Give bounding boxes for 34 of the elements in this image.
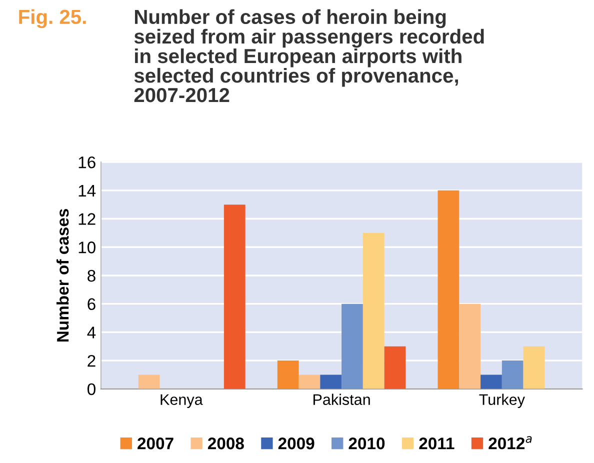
y-tick-label: 12 <box>78 213 96 225</box>
y-tick-label: 0 <box>88 383 96 396</box>
bar <box>138 374 160 389</box>
caption: Fig. 25. <box>19 9 86 28</box>
x-tick-label: Turkey <box>479 394 525 408</box>
bar <box>362 232 384 389</box>
bar <box>459 304 481 389</box>
legend-label: 2011 <box>419 438 454 450</box>
legend-label: 2010 <box>348 438 385 450</box>
y-tick-label: 8 <box>88 270 96 282</box>
bar <box>523 346 545 389</box>
bar <box>224 204 246 389</box>
bar <box>480 374 502 389</box>
bar <box>320 374 342 389</box>
legend-label: 2009 <box>278 438 314 450</box>
bar <box>502 360 524 389</box>
chart-title: Number of cases of heroin being seized from air passengers recorded in selected European airports with selected countries of provenance, 2007-2012 <box>134 9 484 102</box>
bar <box>384 346 406 389</box>
x-tick-label: Pakistan <box>314 394 370 406</box>
x-tick-label: Kenya <box>160 394 203 408</box>
bar <box>298 374 320 389</box>
legend-label: 2012$^{a}$ <box>488 436 532 450</box>
y-tick-label: 6 <box>88 298 96 310</box>
legend-label: 2007 <box>138 438 174 450</box>
y-tick-label: 2 <box>88 354 96 367</box>
bar <box>342 304 363 389</box>
bar <box>438 190 460 389</box>
y-tick-label: 16 <box>78 156 96 168</box>
y-axis-title: Number of cases <box>56 209 69 342</box>
y-tick-label: 4 <box>87 326 96 338</box>
y-tick-label: 14 <box>78 184 96 196</box>
bar <box>277 360 299 389</box>
y-tick-label: 10 <box>78 242 96 254</box>
legend-label: 2008 <box>208 438 244 450</box>
